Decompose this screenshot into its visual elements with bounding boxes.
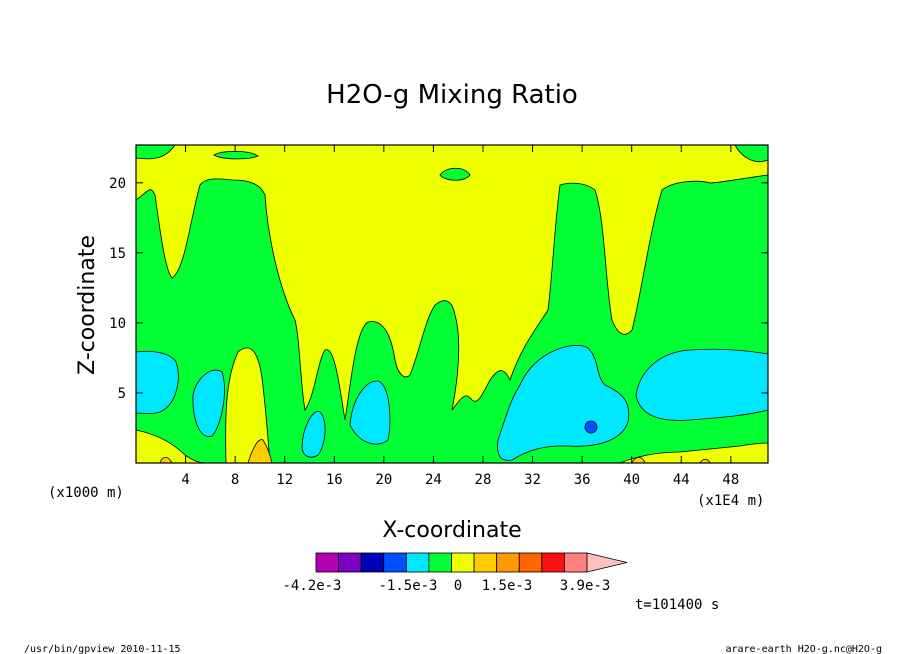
- y-tick-label: 20: [109, 176, 126, 192]
- colorbar-label-0: -4.2e-3: [282, 578, 341, 594]
- x-tick-label: 40: [623, 472, 640, 488]
- x-tick-label: 12: [276, 472, 293, 488]
- x-tick-label: 8: [231, 472, 239, 488]
- moister-region-4: [349, 380, 391, 445]
- colorbar-labels: -4.2e-3 -1.5e-3 0 1.5e-3 3.9e-3: [282, 578, 610, 594]
- x-unit-label: (x1E4 m): [697, 493, 764, 509]
- x-axis: 4 8 12 16 20 24 28 32 36 40 44 48: [181, 145, 739, 488]
- colorbar-swatch-11: [564, 552, 588, 573]
- colorbar-swatch-3: [383, 552, 407, 573]
- footer-right: arare-earth_H2O-g.nc@H2O-g: [725, 644, 882, 654]
- x-axis-label: X-coordinate: [382, 518, 521, 543]
- x-tick-label: 20: [375, 472, 392, 488]
- x-tick-label: 44: [673, 472, 690, 488]
- colorbar-swatch-4: [405, 552, 430, 573]
- colorbar-swatch-7: [473, 552, 498, 573]
- dry-column-1: [225, 347, 271, 463]
- time-label: t=101400 s: [635, 597, 719, 613]
- colorbar-swatch-9: [518, 552, 543, 573]
- colorbar-label-1: -1.5e-3: [378, 578, 437, 594]
- colorbar-label-2: 0: [454, 578, 462, 594]
- colorbar: [315, 552, 628, 573]
- y-axis: 5 10 15 20: [109, 176, 768, 402]
- colorbar-label-3: 1.5e-3: [482, 578, 533, 594]
- y-axis-label: Z-coordinate: [75, 235, 100, 375]
- colorbar-swatch-10: [541, 552, 565, 573]
- wettest-point: [584, 420, 598, 434]
- moist-strip-topright: [734, 145, 768, 162]
- moister-region-5: [497, 345, 630, 461]
- y-tick-label: 10: [109, 316, 126, 332]
- plot-frame: [135, 144, 769, 464]
- y-tick-label: 5: [118, 386, 126, 402]
- moister-region-3: [301, 411, 326, 458]
- colorbar-swatch-2: [360, 552, 385, 573]
- contour-field: [136, 145, 768, 463]
- dry-spot-1: [247, 439, 273, 463]
- colorbar-swatch-0: [315, 552, 339, 573]
- x-tick-label: 24: [425, 472, 442, 488]
- colorbar-swatch-5: [428, 552, 452, 573]
- colorbar-swatch-1: [338, 552, 362, 573]
- moister-region-6: [635, 348, 768, 421]
- colorbar-swatch-8: [496, 552, 520, 573]
- x-tick-label: 36: [574, 472, 591, 488]
- moist-blob-small: [439, 167, 471, 181]
- chart-title: H2O-g Mixing Ratio: [326, 80, 578, 110]
- y-tick-label: 15: [109, 246, 126, 262]
- x-tick-label: 32: [524, 472, 541, 488]
- x-tick-label: 4: [181, 472, 189, 488]
- x-tick-label: 28: [475, 472, 492, 488]
- footer-left: /usr/bin/gpview 2010-11-15: [24, 644, 181, 654]
- x-tick-label: 48: [722, 472, 739, 488]
- y-unit-label: (x1000 m): [48, 485, 124, 501]
- moister-region-2: [192, 369, 225, 437]
- colorbar-swatch-6: [451, 552, 475, 573]
- x-tick-label: 16: [326, 472, 343, 488]
- moist-blob-top: [213, 150, 259, 160]
- colorbar-extend-arrow: [586, 552, 628, 573]
- moister-region-left: [136, 350, 179, 415]
- colorbar-label-4: 3.9e-3: [560, 578, 611, 594]
